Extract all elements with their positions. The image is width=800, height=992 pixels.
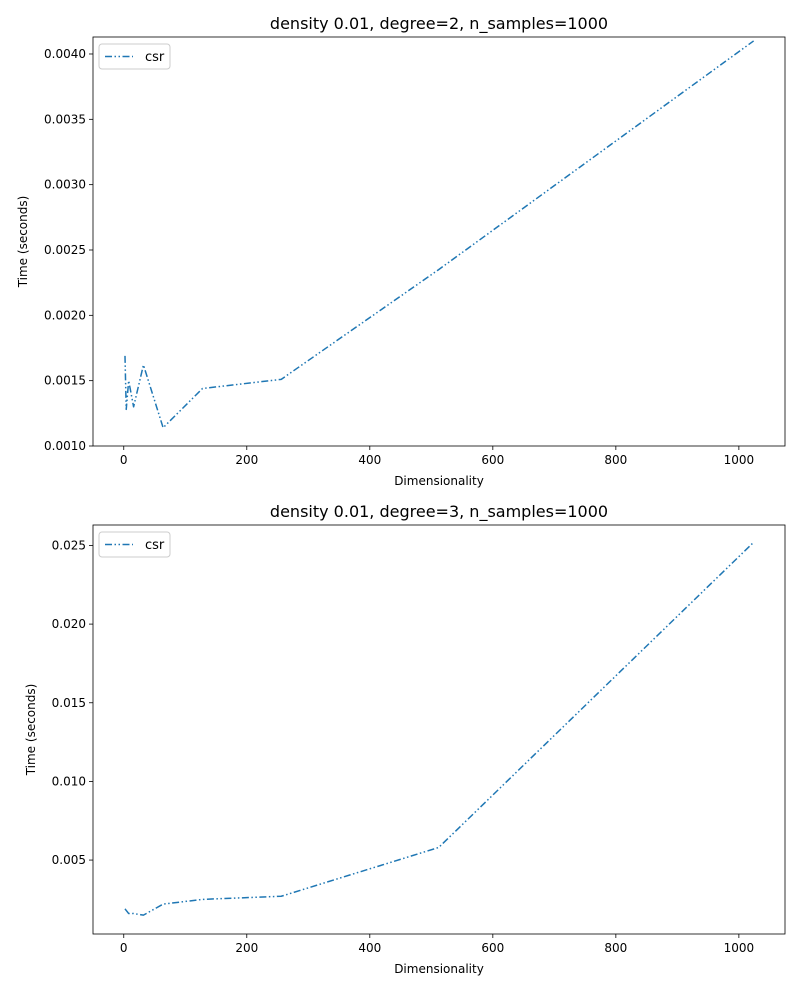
y-tick-label: 0.0030 xyxy=(44,178,86,192)
plot-area-frame xyxy=(92,524,786,935)
x-tick-label: 600 xyxy=(481,453,504,467)
subplot-degree-2: density 0.01, degree=2, n_samples=1000 D… xyxy=(16,14,786,488)
legend: csr xyxy=(98,43,171,70)
y-tick-label: 0.015 xyxy=(52,696,86,710)
y-tick-label: 0.020 xyxy=(52,617,86,631)
legend-box xyxy=(98,43,171,70)
x-tick-label: 1000 xyxy=(724,453,755,467)
y-tick-label: 0.025 xyxy=(52,538,86,552)
legend-label: csr xyxy=(145,50,165,65)
y-tick-label: 0.0020 xyxy=(44,308,86,322)
x-tick-label: 800 xyxy=(604,941,627,955)
y-tick-label: 0.0040 xyxy=(44,47,86,61)
chart-title: density 0.01, degree=3, n_samples=1000 xyxy=(270,502,608,522)
x-tick-label: 0 xyxy=(120,941,128,955)
series-line-csr xyxy=(124,541,755,916)
x-tick-label: 200 xyxy=(235,941,258,955)
x-tick-label: 600 xyxy=(481,941,504,955)
x-tick-label: 0 xyxy=(120,453,128,467)
legend-box xyxy=(98,531,171,558)
x-tick-label: 400 xyxy=(358,453,381,467)
plot-area-frame xyxy=(92,36,786,447)
chart-title: density 0.01, degree=2, n_samples=1000 xyxy=(270,14,608,34)
x-axis-label: Dimensionality xyxy=(394,474,484,488)
x-tick-label: 200 xyxy=(235,453,258,467)
y-tick-label: 0.0035 xyxy=(44,112,86,126)
x-tick-label: 1000 xyxy=(724,941,755,955)
y-tick-labels: 0.0010 0.0015 0.0020 0.0025 0.0030 0.003… xyxy=(44,47,86,453)
series-line-csr xyxy=(124,40,755,429)
y-tick-labels: 0.005 0.010 0.015 0.020 0.025 xyxy=(52,538,86,867)
x-tick-label: 800 xyxy=(604,453,627,467)
x-tick-labels: 0 200 400 600 800 1000 xyxy=(120,941,754,955)
x-tick-label: 400 xyxy=(358,941,381,955)
subplot-degree-3: density 0.01, degree=3, n_samples=1000 D… xyxy=(24,502,786,976)
y-axis-label: Time (seconds) xyxy=(24,684,38,777)
y-tick-label: 0.005 xyxy=(52,853,86,867)
legend-label: csr xyxy=(145,538,165,553)
x-tick-labels: 0 200 400 600 800 1000 xyxy=(120,453,754,467)
legend: csr xyxy=(98,531,171,558)
y-tick-label: 0.0010 xyxy=(44,439,86,453)
y-tick-label: 0.0015 xyxy=(44,374,86,388)
y-tick-label: 0.010 xyxy=(52,774,86,788)
y-axis-label: Time (seconds) xyxy=(16,196,30,289)
x-axis-label: Dimensionality xyxy=(394,962,484,976)
y-tick-label: 0.0025 xyxy=(44,243,86,257)
